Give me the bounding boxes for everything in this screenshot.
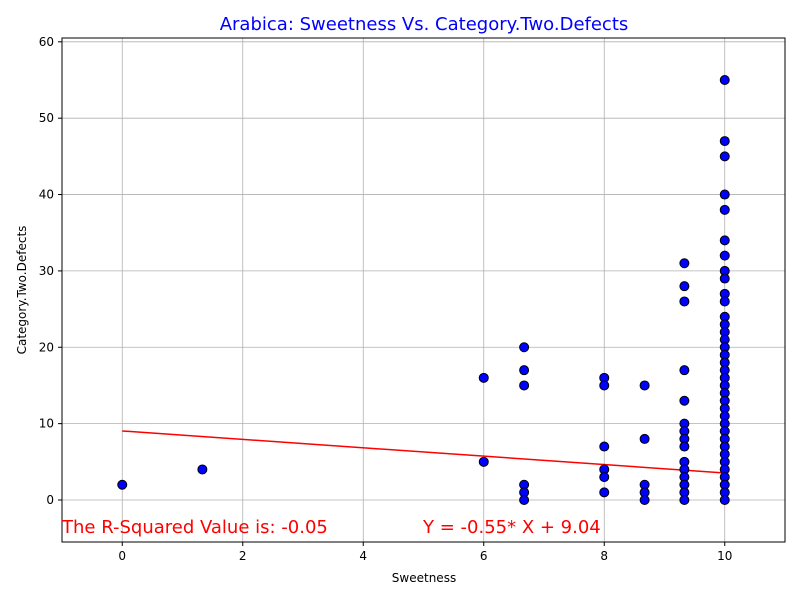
x-tick-label: 8: [600, 549, 608, 563]
y-tick-label: 30: [39, 264, 54, 278]
data-point: [719, 75, 730, 85]
grid: [62, 38, 785, 542]
data-point: [679, 441, 690, 452]
data-point: [679, 258, 690, 269]
data-point: [599, 441, 610, 452]
data-point: [478, 456, 489, 467]
x-axis-label: Sweetness: [392, 571, 456, 585]
x-tick-label: 2: [239, 549, 247, 563]
data-point: [719, 250, 730, 261]
data-point: [719, 296, 730, 307]
data-point: [639, 495, 650, 505]
data-point: [639, 433, 650, 444]
data-point: [519, 495, 530, 505]
y-tick-label: 50: [39, 111, 54, 125]
y-tick-label: 10: [39, 417, 54, 431]
data-point: [519, 342, 530, 353]
data-point: [719, 189, 730, 200]
data-point: [599, 380, 610, 391]
y-tick-label: 40: [39, 188, 54, 202]
data-point: [719, 273, 730, 284]
regression-line-group: [122, 430, 725, 474]
x-tick-label: 10: [717, 549, 732, 563]
data-point: [519, 365, 530, 376]
data-point: [599, 487, 610, 498]
y-tick-label: 60: [39, 35, 54, 49]
r-squared-annotation: The R-Squared Value is: -0.05: [61, 517, 328, 538]
data-point: [519, 380, 530, 391]
data-point: [679, 495, 690, 505]
data-point: [679, 395, 690, 406]
chart-title: Arabica: Sweetness Vs. Category.Two.Defe…: [220, 14, 629, 35]
data-points: [117, 75, 730, 505]
plot-frame: [61, 37, 786, 543]
regression-line: [122, 430, 725, 474]
data-point: [719, 204, 730, 215]
x-tick-label: 4: [359, 549, 367, 563]
data-point: [719, 151, 730, 162]
y-tick-label: 0: [46, 493, 54, 507]
y-tick-label: 20: [39, 340, 54, 354]
x-tick-label: 6: [480, 549, 488, 563]
regression-equation-annotation: Y = -0.55* X + 9.04: [422, 517, 601, 538]
data-point: [679, 296, 690, 307]
data-point: [719, 136, 730, 147]
data-point: [478, 372, 489, 383]
data-point: [599, 472, 610, 483]
data-point: [679, 365, 690, 376]
data-point: [639, 380, 650, 391]
data-point: [117, 479, 128, 490]
axis-ticks: 0 2 4 6 8 10 0 10 20 30 40 50 60: [39, 35, 733, 563]
data-point: [679, 281, 690, 292]
x-tick-label: 0: [118, 549, 126, 563]
data-point: [197, 464, 208, 475]
data-point: [719, 235, 730, 246]
y-axis-label: Category.Two.Defects: [15, 226, 29, 355]
data-point: [719, 495, 730, 505]
